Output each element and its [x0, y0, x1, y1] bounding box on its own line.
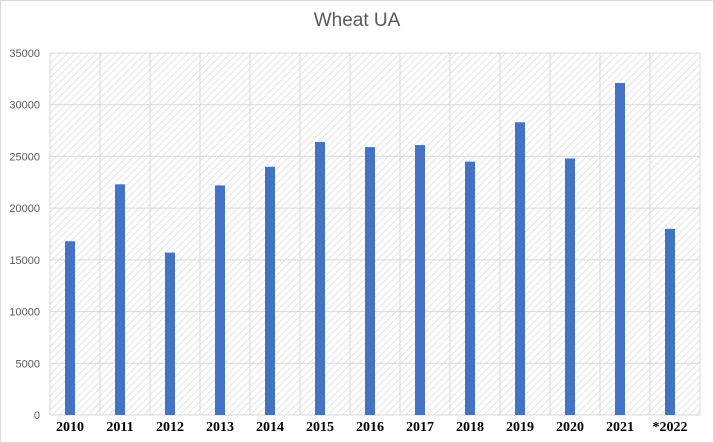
x-tick-label: 2014: [256, 420, 284, 435]
x-tick-label: 2018: [456, 420, 484, 435]
x-tick-label: 2021: [606, 420, 634, 435]
y-tick-label: 25000: [9, 151, 40, 163]
bar-2015: [315, 141, 325, 415]
bar-2017: [415, 145, 425, 415]
y-tick-label: 10000: [9, 307, 40, 319]
y-tick-label: 30000: [9, 100, 40, 112]
x-tick-label: 2012: [156, 420, 184, 435]
y-tick-label: 0: [34, 410, 40, 422]
bar-*2022: [665, 228, 675, 415]
x-tick-label: 2016: [356, 420, 384, 435]
x-tick-label: 2010: [56, 420, 84, 435]
x-tick-label: 2020: [556, 420, 584, 435]
bar-2010: [65, 241, 75, 415]
x-tick-label: *2022: [653, 420, 688, 435]
bar-2020: [565, 158, 575, 416]
bar-2021: [615, 82, 625, 415]
y-tick-label: 5000: [16, 358, 40, 370]
x-tick-label: 2017: [406, 420, 434, 435]
x-tick-label: 2013: [206, 420, 234, 435]
bar-2011: [115, 184, 125, 415]
x-tick-label: 2011: [106, 420, 133, 435]
bar-2019: [515, 122, 525, 415]
x-tick-label: 2015: [306, 420, 334, 435]
y-tick-label: 20000: [9, 203, 40, 215]
bar-2016: [365, 147, 375, 415]
bar-2014: [265, 166, 275, 415]
bar-2018: [465, 161, 475, 415]
bar-2012: [165, 252, 175, 415]
bar-2013: [215, 185, 225, 415]
chart-title: Wheat UA: [313, 10, 401, 31]
y-tick-label: 15000: [9, 255, 40, 267]
y-tick-label: 35000: [9, 48, 40, 60]
x-tick-label: 2019: [506, 420, 534, 435]
